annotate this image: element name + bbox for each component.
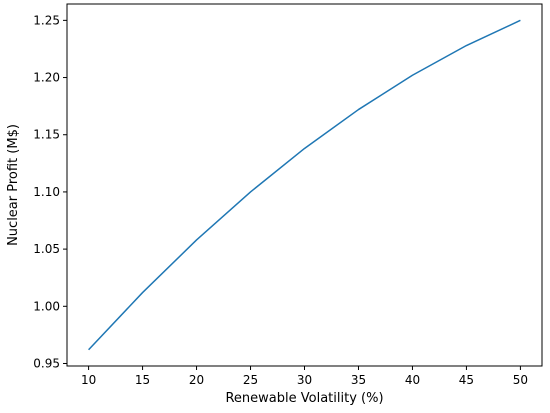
x-tick-label: 20	[189, 373, 204, 387]
y-tick-label: 1.20	[33, 71, 60, 85]
y-axis-label: Nuclear Profit (M$)	[6, 124, 21, 246]
x-tick-label: 40	[405, 373, 420, 387]
y-tick-label: 1.10	[33, 185, 60, 199]
plot-area	[67, 4, 542, 366]
x-axis-label: Renewable Volatility (%)	[225, 391, 383, 406]
x-tick-label: 35	[351, 373, 366, 387]
y-tick-label: 1.05	[33, 242, 60, 256]
x-tick-label: 45	[459, 373, 474, 387]
x-axis-ticks: 10 15 20 25 30 35 40 45 50	[81, 366, 528, 387]
y-tick-label: 1.00	[33, 299, 60, 313]
x-tick-label: 50	[513, 373, 528, 387]
x-tick-label: 10	[81, 373, 96, 387]
y-tick-label: 1.15	[33, 128, 60, 142]
y-tick-label: 0.95	[33, 356, 60, 370]
y-axis-ticks: 0.95 1.00 1.05 1.10 1.15 1.20 1.25	[33, 13, 67, 370]
y-tick-label: 1.25	[33, 13, 60, 27]
x-tick-label: 30	[297, 373, 312, 387]
x-tick-label: 25	[243, 373, 258, 387]
x-tick-label: 15	[135, 373, 150, 387]
